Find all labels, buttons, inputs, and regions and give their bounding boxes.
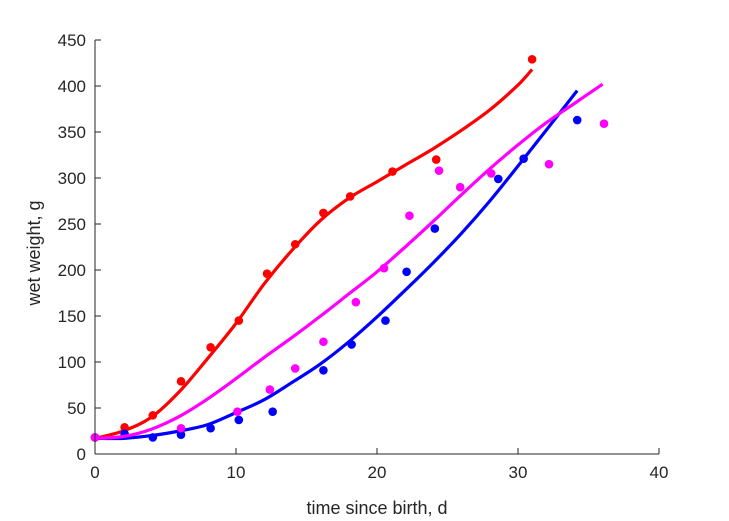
data-point	[319, 365, 328, 375]
series-2	[90, 89, 582, 442]
data-point	[493, 174, 503, 184]
data-point	[599, 119, 609, 129]
data-point	[206, 342, 215, 352]
data-point	[486, 169, 496, 178]
y-axis-label: wet weight, g	[24, 200, 44, 306]
data-point	[234, 415, 244, 425]
data-point	[388, 167, 397, 176]
data-point	[319, 337, 328, 347]
data-point	[405, 211, 414, 221]
series-1	[90, 55, 537, 442]
data-point	[402, 267, 411, 277]
data-point	[176, 377, 186, 386]
data-point	[148, 433, 158, 442]
y-tick-label: 200	[58, 261, 86, 280]
data-point	[434, 166, 444, 175]
y-tick-label: 0	[77, 445, 86, 464]
data-point	[345, 192, 355, 201]
plot-area	[90, 55, 609, 442]
x-tick-label: 10	[227, 463, 246, 482]
fit-line	[94, 68, 534, 440]
y-tick-label: 400	[58, 77, 86, 96]
data-point	[290, 364, 300, 373]
data-point	[268, 407, 277, 416]
series-3	[90, 82, 609, 442]
x-tick-label: 0	[90, 463, 99, 482]
data-point	[351, 297, 361, 307]
fit-line	[94, 82, 604, 440]
data-point	[544, 159, 554, 169]
data-point	[206, 423, 215, 433]
data-point	[455, 182, 465, 192]
data-point	[265, 385, 275, 394]
x-axis-label: time since birth, d	[306, 498, 447, 518]
x-tick-label: 20	[368, 463, 387, 482]
data-point	[347, 340, 356, 349]
data-point	[120, 423, 129, 432]
data-point	[519, 154, 528, 163]
data-point	[233, 407, 242, 416]
data-point	[176, 423, 186, 433]
y-tick-label: 300	[58, 169, 86, 188]
y-tick-label: 50	[67, 399, 86, 418]
fit-line	[94, 89, 579, 441]
data-point	[234, 316, 244, 325]
data-point	[176, 430, 186, 439]
data-point	[431, 155, 441, 164]
data-point	[319, 208, 328, 218]
y-tick-label: 150	[58, 307, 86, 326]
data-point	[148, 411, 158, 420]
x-tick-label: 40	[650, 463, 669, 482]
y-tick-label: 350	[58, 123, 86, 142]
data-point	[527, 55, 537, 64]
x-tick-label: 30	[509, 463, 528, 482]
y-tick-label: 100	[58, 353, 86, 372]
y-tick-label: 250	[58, 215, 86, 234]
data-point	[430, 224, 440, 233]
y-tick-label: 450	[58, 31, 86, 50]
data-point	[290, 239, 300, 249]
data-point	[381, 316, 390, 325]
data-point	[262, 269, 272, 278]
data-point	[572, 115, 582, 125]
data-point	[379, 263, 389, 273]
